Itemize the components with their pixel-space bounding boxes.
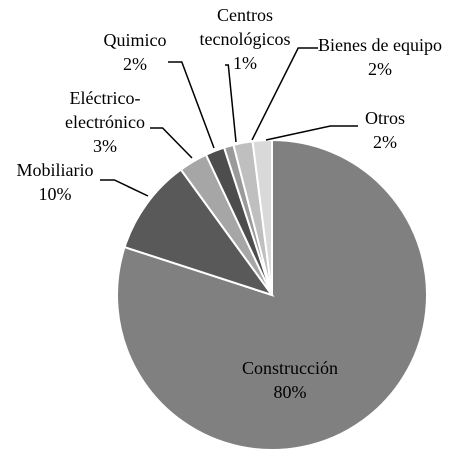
value-label: 10%: [38, 184, 72, 204]
category-label: Eléctrico-electrónico: [65, 88, 145, 132]
category-label: Quimico: [103, 30, 167, 50]
value-label: 2%: [373, 132, 397, 152]
value-label: 80%: [273, 382, 307, 402]
leader-line: [225, 64, 237, 143]
slice-label: Construcción 80%: [210, 356, 370, 404]
category-label: Otros: [365, 108, 405, 128]
value-label: 1%: [233, 53, 257, 73]
category-label: Mobiliario: [16, 160, 94, 180]
leader-line: [150, 127, 193, 159]
leader-line: [100, 179, 149, 197]
category-label: Construcción: [242, 358, 338, 378]
slice-label: Quimico 2%: [95, 28, 175, 76]
leader-line: [168, 61, 215, 149]
slice-label: Mobiliario 10%: [5, 158, 105, 206]
value-label: 2%: [123, 54, 147, 74]
leader-line: [251, 47, 318, 141]
pie-slice: [251, 138, 273, 296]
category-label: Centros tecnológicos: [199, 5, 291, 49]
leader-line: [265, 125, 358, 141]
slice-label: Eléctrico-electrónico 3%: [50, 86, 160, 158]
pie-slice: [116, 138, 428, 451]
slice-label: Bienes de equipo 2%: [315, 33, 445, 81]
pie-slice: [123, 168, 275, 297]
value-label: 2%: [368, 59, 392, 79]
category-label: Bienes de equipo: [318, 35, 442, 55]
slice-label: Otros 2%: [355, 106, 415, 154]
slice-label: Centros tecnológicos 1%: [190, 3, 300, 75]
value-label: 3%: [93, 136, 117, 156]
